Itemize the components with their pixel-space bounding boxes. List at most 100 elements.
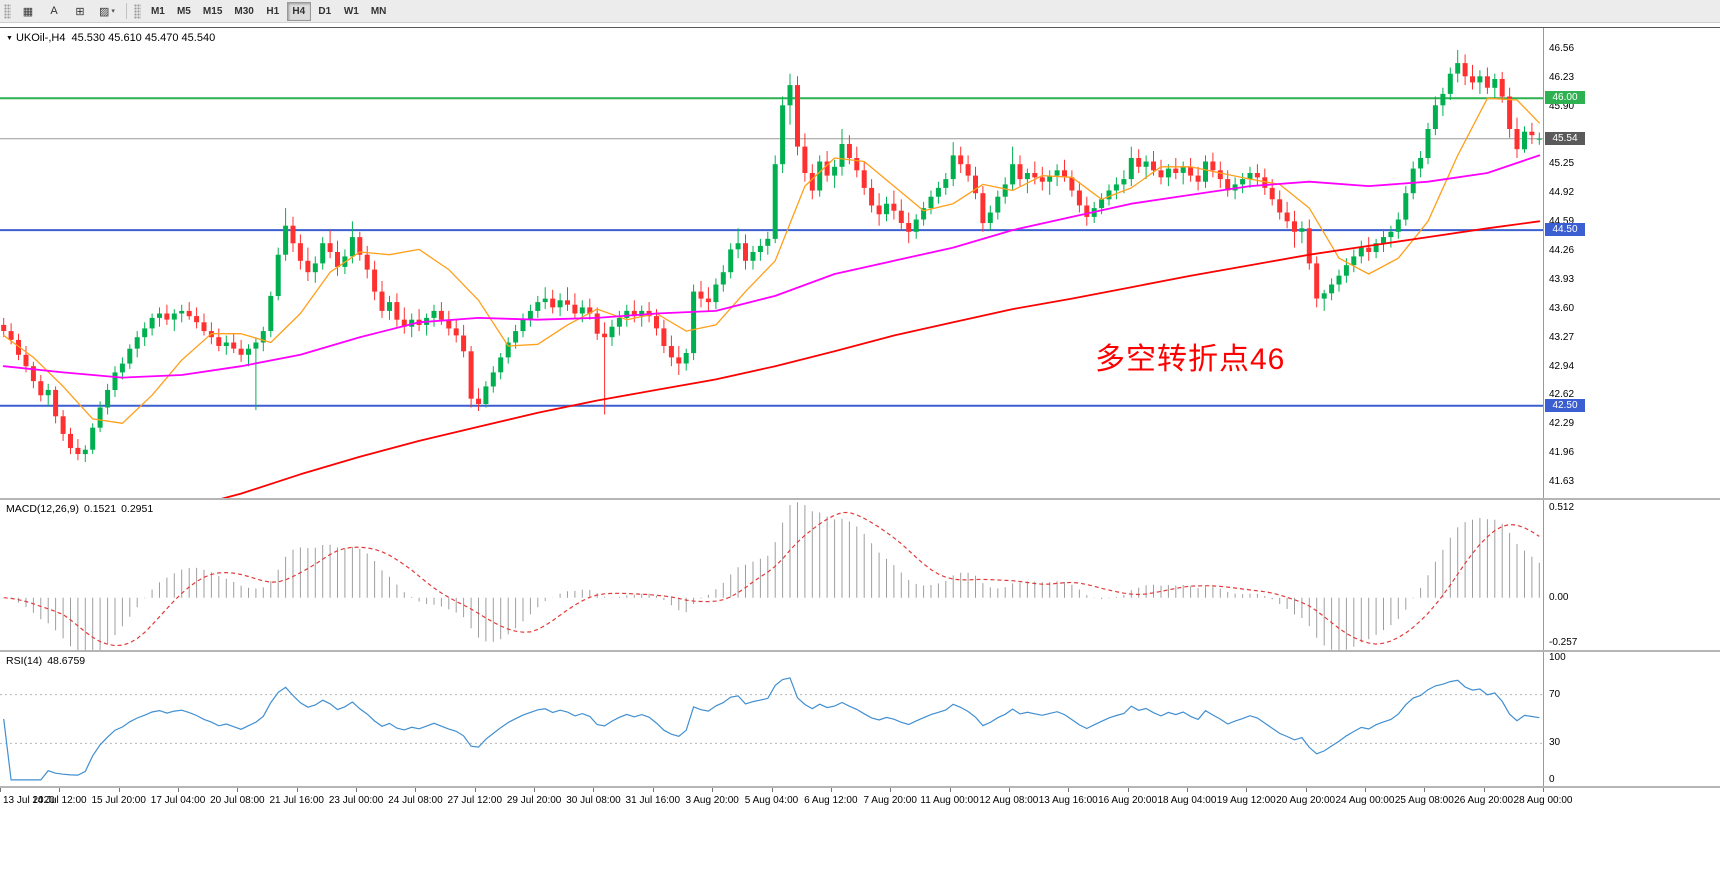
- chart-title-caret-icon[interactable]: ▼: [6, 35, 13, 42]
- rsi-chart[interactable]: [0, 652, 1543, 786]
- time-label: 20 Aug 20:00: [1276, 795, 1336, 806]
- time-label: 5 Aug 04:00: [744, 795, 799, 806]
- time-label: 7 Aug 20:00: [863, 795, 917, 806]
- time-label: 24 Aug 00:00: [1335, 795, 1395, 806]
- level-price-badge: 44.50: [1545, 223, 1585, 237]
- crosshair-tool-button[interactable]: ⊞: [68, 2, 92, 21]
- axis-label: -0.257: [1549, 636, 1578, 648]
- axis-label: 44.26: [1549, 245, 1575, 257]
- candlestick-chart[interactable]: [0, 28, 1543, 498]
- time-tick: [1483, 788, 1485, 792]
- time-tick: [890, 788, 892, 792]
- time-label: 3 Aug 20:00: [685, 795, 739, 806]
- time-tick: [0, 788, 1, 792]
- time-axis[interactable]: 13 Jul 2020 14 Jul 12:00 15 Jul 20:00 17 Ju…: [0, 788, 1720, 814]
- time-label: 15 Jul 20:00: [91, 795, 146, 806]
- time-tick: [712, 788, 714, 792]
- ma-mid-line[interactable]: [2, 154, 1541, 379]
- dropdown-caret-icon: ▾: [111, 8, 115, 15]
- timeframe-m1-button[interactable]: M1: [146, 2, 170, 21]
- macd-histogram: [10, 502, 1540, 650]
- time-tick: [237, 788, 239, 792]
- axis-label: 0.512: [1549, 502, 1575, 514]
- macd-value-main: 0.1521: [83, 503, 117, 515]
- rsi-pane[interactable]: RSI(14) 48.6759: [0, 652, 1543, 786]
- pane-separator[interactable]: [0, 650, 1720, 652]
- chart-symbol-period: UKOil-,H4: [15, 32, 66, 44]
- axis-label: 44.59: [1549, 216, 1575, 228]
- pane-separator[interactable]: [0, 498, 1720, 500]
- ma-slow-line[interactable]: [4, 220, 1541, 498]
- timeframe-mn-button[interactable]: MN: [366, 2, 392, 21]
- time-tick: [949, 788, 951, 792]
- price-axis[interactable]: 46.56 46.23 45.90 45.25 44.92 44.59 44.26 43.93…: [1543, 28, 1720, 786]
- toolbar-grip-2[interactable]: [133, 3, 141, 19]
- axis-label: 41.96: [1549, 447, 1575, 459]
- time-label: 13 Aug 16:00: [1038, 795, 1098, 806]
- time-label: 11 Aug 00:00: [920, 795, 979, 806]
- timeframe-m15-button[interactable]: M15: [198, 2, 227, 21]
- text-tool-button[interactable]: A: [42, 2, 66, 21]
- axis-label: 70: [1549, 688, 1561, 700]
- axis-label: 30: [1549, 737, 1561, 749]
- tool-button-group: ▦ A ⊞ ▨ ▾: [15, 2, 121, 21]
- time-tick: [1305, 788, 1307, 792]
- time-label: 30 Jul 08:00: [566, 795, 621, 806]
- pane-separator[interactable]: [0, 786, 1720, 788]
- macd-chart[interactable]: [0, 500, 1543, 650]
- axis-label: 45.90: [1549, 101, 1575, 113]
- axis-label: 46.23: [1549, 72, 1575, 84]
- draw-tools-icon: ▨: [99, 5, 110, 18]
- time-tick: [1246, 788, 1248, 792]
- macd-signal-line: [3, 511, 1540, 647]
- toolbar-grip[interactable]: [4, 3, 11, 19]
- axis-label: 0: [1549, 773, 1555, 785]
- time-tick: [652, 788, 654, 792]
- time-label: 27 Jul 12:00: [447, 795, 503, 806]
- draw-tools-button[interactable]: ▨ ▾: [94, 2, 120, 21]
- time-tick: [296, 788, 298, 792]
- time-label: 24 Jul 08:00: [388, 795, 443, 806]
- level-price-badge: 46.00: [1545, 91, 1585, 105]
- time-label: 21 Jul 16:00: [269, 795, 324, 806]
- time-label: 13 Jul 2020: [3, 795, 55, 806]
- macd-pane[interactable]: MACD(12,26,9) 0.1521 0.2951: [0, 500, 1543, 650]
- time-tick: [1424, 788, 1426, 792]
- time-label: 18 Aug 04:00: [1157, 795, 1217, 806]
- time-label: 14 Jul 12:00: [32, 795, 87, 806]
- time-tick: [118, 788, 120, 792]
- crosshair-tool-icon: ⊞: [75, 5, 85, 18]
- time-tick: [771, 788, 773, 792]
- timeframe-h4-button[interactable]: H4: [286, 1, 311, 21]
- time-tick: [1127, 788, 1129, 792]
- time-tick: [534, 788, 536, 792]
- time-tick: [178, 788, 180, 792]
- text-tool-icon: A: [50, 5, 58, 17]
- charts-grid-button[interactable]: ▦: [16, 2, 40, 21]
- main-chart-pane[interactable]: ▼ UKOil-,H4 45.530 45.610 45.470 45.540 多空…: [0, 28, 1543, 498]
- timeframe-d1-button[interactable]: D1: [313, 2, 337, 21]
- rsi-line: [3, 677, 1540, 781]
- time-label: 6 Aug 12:00: [804, 795, 858, 806]
- time-tick: [1186, 788, 1188, 792]
- rsi-value: 48.6759: [47, 655, 86, 667]
- axis-label: 0.00: [1549, 591, 1569, 603]
- time-tick: [59, 788, 61, 792]
- time-label: 12 Aug 08:00: [979, 795, 1039, 806]
- timeframe-h1-button[interactable]: H1: [261, 2, 285, 21]
- macd-label: MACD(12,26,9) 0.1521 0.2951: [6, 503, 158, 515]
- chart-text-annotation[interactable]: 多空转折点46: [1095, 343, 1286, 376]
- axis-label: 43.93: [1549, 274, 1575, 286]
- timeframe-w1-button[interactable]: W1: [339, 2, 364, 21]
- timeframe-m30-button[interactable]: M30: [229, 2, 258, 21]
- time-tick: [1068, 788, 1070, 792]
- rsi-label: RSI(14) 48.6759: [6, 655, 90, 667]
- timeframe-m5-button[interactable]: M5: [172, 2, 196, 21]
- axis-label: 42.62: [1549, 389, 1575, 401]
- time-label: 29 Jul 20:00: [506, 795, 562, 806]
- time-label: 25 Aug 08:00: [1394, 795, 1454, 806]
- time-label: 17 Jul 04:00: [150, 795, 206, 806]
- axis-label: 45.25: [1549, 158, 1575, 170]
- ma-fast-line[interactable]: [3, 97, 1540, 424]
- time-tick: [593, 788, 595, 792]
